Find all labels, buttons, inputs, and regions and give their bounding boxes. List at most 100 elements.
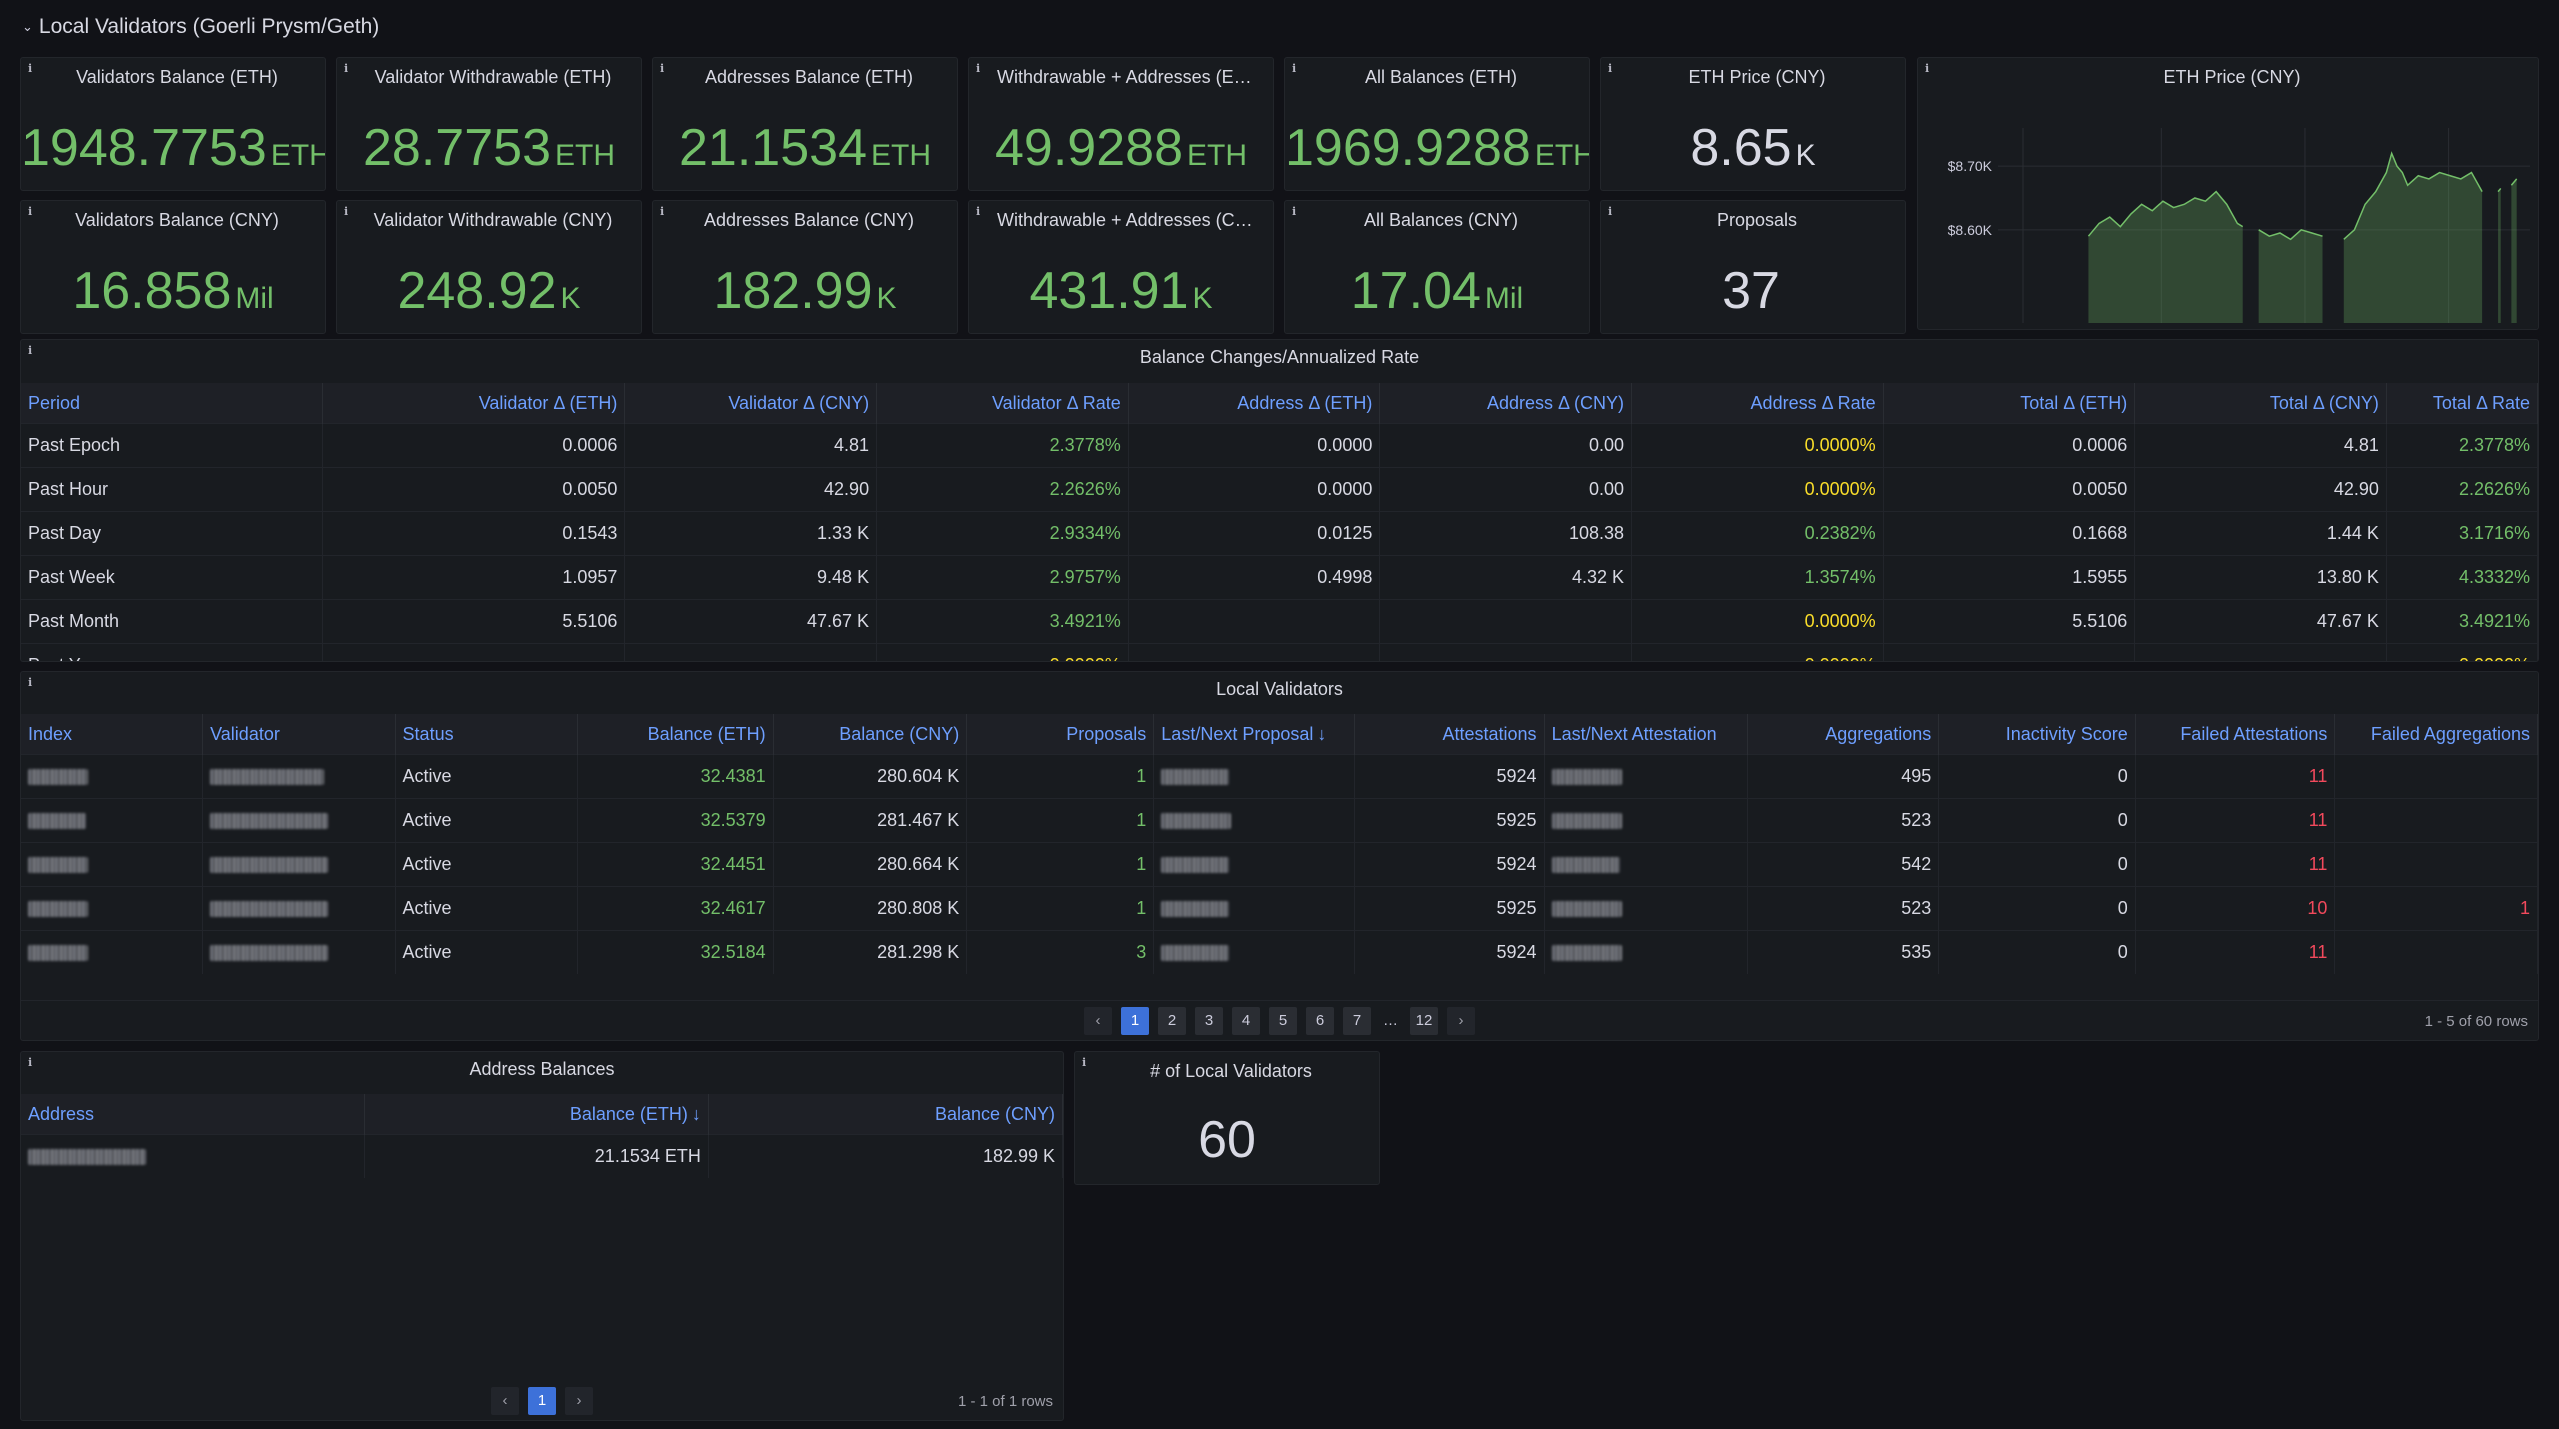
table-cell: 0.2382%	[1631, 511, 1884, 556]
table-cell: 0.0125	[1128, 511, 1381, 556]
balance-changes-table: Period Validator Δ (ETH) Validator Δ (CNY)…	[21, 383, 2538, 661]
stat-value: 60	[1198, 1111, 1256, 1169]
table-cell: 1.33 K	[624, 511, 878, 556]
column-header[interactable]: Balance (ETH) ↓	[364, 1094, 709, 1135]
page-button[interactable]: 5	[1269, 1007, 1297, 1035]
page-button[interactable]: 3	[1195, 1007, 1223, 1035]
table-cell: 281.298 K	[773, 930, 968, 974]
column-header[interactable]: Failed Aggregations	[2334, 714, 2538, 755]
table-cell	[202, 930, 396, 974]
row-count: 1 - 5 of 60 rows	[2424, 1013, 2528, 1030]
panel-title: Validators Balance (ETH)	[76, 67, 278, 87]
table-row[interactable]: Active 32.4381 280.604 K 1 5924 495 0 11	[21, 754, 2538, 799]
stat-panel[interactable]: i Validator Withdrawable (ETH) 28.7753 ETH	[336, 57, 642, 191]
stat-panel[interactable]: i Validators Balance (CNY) 16.858 Mil	[20, 200, 326, 334]
prev-page-button[interactable]: ‹	[1084, 1007, 1112, 1035]
stat-panel[interactable]: i All Balances (CNY) 17.04 Mil	[1284, 200, 1590, 334]
column-header[interactable]: Address Δ (ETH)	[1128, 383, 1381, 424]
column-header[interactable]: Balance (CNY)	[708, 1094, 1063, 1135]
column-header[interactable]: Aggregations	[1747, 714, 1940, 755]
table-row: Past Month 5.5106 47.67 K 3.4921% 0.0000% 5.5…	[21, 599, 2538, 644]
table-cell: 32.4381	[577, 754, 774, 799]
table-cell	[624, 643, 878, 661]
panel-title: Addresses Balance (CNY)	[703, 210, 915, 230]
column-header[interactable]: Last/Next Proposal ↓	[1153, 714, 1356, 755]
column-header[interactable]: Validator Δ (ETH)	[322, 383, 626, 424]
column-header[interactable]: Proposals	[966, 714, 1155, 755]
column-header[interactable]: Inactivity Score	[1938, 714, 2136, 755]
column-header[interactable]: Status	[395, 714, 578, 755]
panel-title: Balance Changes/Annualized Rate	[1139, 347, 1420, 367]
table-row[interactable]: Active 32.5379 281.467 K 1 5925 523 0 11	[21, 798, 2538, 843]
column-header-label: Validator	[210, 723, 280, 744]
column-header[interactable]: Address	[21, 1094, 366, 1135]
table-cell: 0	[1938, 754, 2136, 799]
chevron-down-icon[interactable]: ⌄	[22, 19, 33, 34]
column-header[interactable]: Last/Next Attestation	[1544, 714, 1749, 755]
page-button[interactable]: 7	[1343, 1007, 1371, 1035]
row-count: 1 - 1 of 1 rows	[957, 1393, 1053, 1410]
next-page-button[interactable]: ›	[565, 1387, 593, 1415]
column-header[interactable]: Total Δ Rate	[2386, 383, 2538, 424]
page-button[interactable]: 1	[528, 1387, 556, 1415]
column-header[interactable]: Validator	[202, 714, 396, 755]
page-button[interactable]: 12	[1410, 1007, 1438, 1035]
table-cell: Active	[395, 798, 578, 843]
stat-panel[interactable]: i Addresses Balance (ETH) 21.1534 ETH	[652, 57, 958, 191]
column-header[interactable]: Period	[21, 383, 324, 424]
column-header[interactable]: Address Δ (CNY)	[1379, 383, 1632, 424]
table-cell	[1379, 643, 1632, 661]
row-header[interactable]: ⌄ Local Validators (Goerli Prysm/Geth)	[22, 14, 379, 40]
table-cell: 280.664 K	[773, 842, 968, 887]
stat-panel[interactable]: i All Balances (ETH) 1969.9288 ETH	[1284, 57, 1590, 191]
column-header[interactable]: Validator Δ Rate	[876, 383, 1129, 424]
prev-page-button[interactable]: ‹	[491, 1387, 519, 1415]
table-row[interactable]: Active 32.5184 281.298 K 3 5924 535 0 11	[21, 930, 2538, 974]
column-header[interactable]: Failed Attestations	[2135, 714, 2336, 755]
column-header[interactable]: Balance (ETH)	[577, 714, 774, 755]
series-line	[2343, 151, 2483, 240]
column-header[interactable]: Validator Δ (CNY)	[624, 383, 878, 424]
page-button[interactable]: 6	[1306, 1007, 1334, 1035]
column-header[interactable]: Total Δ (ETH)	[1883, 383, 2136, 424]
table-cell: 1	[966, 798, 1155, 843]
stat-value: 17.04	[1350, 262, 1481, 320]
page-button[interactable]: 4	[1232, 1007, 1260, 1035]
column-header[interactable]: Balance (CNY)	[773, 714, 968, 755]
column-header[interactable]: Total Δ (CNY)	[2134, 383, 2387, 424]
table-cell: 5.5106	[1883, 599, 2136, 644]
redacted-value	[1161, 769, 1230, 786]
stat-panel[interactable]: i Proposals 37	[1600, 200, 1906, 334]
stat-panel[interactable]: i Withdrawable + Addresses (ET… 49.9288 ETH	[968, 57, 1274, 191]
table-cell: 0.0050	[1883, 467, 2136, 512]
stat-panel[interactable]: i ETH Price (CNY) 8.65 K	[1600, 57, 1906, 191]
stat-panel[interactable]: i Addresses Balance (CNY) 182.99 K	[652, 200, 958, 334]
table-cell	[1153, 886, 1356, 931]
page-button[interactable]: 1	[1121, 1007, 1149, 1035]
eth-price-chart[interactable]: $8.60K$8.70K01/05 00:0001/05 12:0001/06 …	[1918, 58, 2539, 330]
table-cell: Past Year	[21, 643, 324, 661]
column-header[interactable]: Address Δ Rate	[1631, 383, 1884, 424]
page-button[interactable]: 2	[1158, 1007, 1186, 1035]
column-header[interactable]: Index	[21, 714, 204, 755]
stat-display: 248.92 K	[337, 261, 641, 321]
stat-panel[interactable]: i Validators Balance (ETH) 1948.7753 ETH	[20, 57, 326, 191]
balance-changes-panel: i Balance Changes/Annualized Rate Period…	[20, 339, 2539, 662]
table-cell	[21, 930, 204, 974]
table-row[interactable]: Active 32.4451 280.664 K 1 5924 542 0 11	[21, 842, 2538, 887]
redacted-value	[28, 945, 88, 962]
stat-panel[interactable]: i Withdrawable + Addresses (CN… 431.91 K	[968, 200, 1274, 334]
next-page-button[interactable]: ›	[1447, 1007, 1475, 1035]
eth-price-chart-panel[interactable]: i ETH Price (CNY) $8.60K$8.70K01/05 00:0…	[1917, 57, 2539, 330]
stat-unit: K	[1795, 139, 1816, 172]
table-row[interactable]: 21.1534 ETH 182.99 K	[21, 1134, 1063, 1178]
table-cell: 0.0006	[322, 423, 626, 468]
series-area	[2498, 188, 2501, 323]
validator-count-panel[interactable]: i # of Local Validators 60	[1074, 1051, 1380, 1185]
table-cell: 32.5184	[577, 930, 774, 974]
table-cell: 5.5106	[322, 599, 626, 644]
stat-panel[interactable]: i Validator Withdrawable (CNY) 248.92 K	[336, 200, 642, 334]
column-header[interactable]: Attestations	[1354, 714, 1545, 755]
table-cell: 0.1668	[1883, 511, 2136, 556]
table-row[interactable]: Active 32.4617 280.808 K 1 5925 523 0 10 1	[21, 886, 2538, 931]
